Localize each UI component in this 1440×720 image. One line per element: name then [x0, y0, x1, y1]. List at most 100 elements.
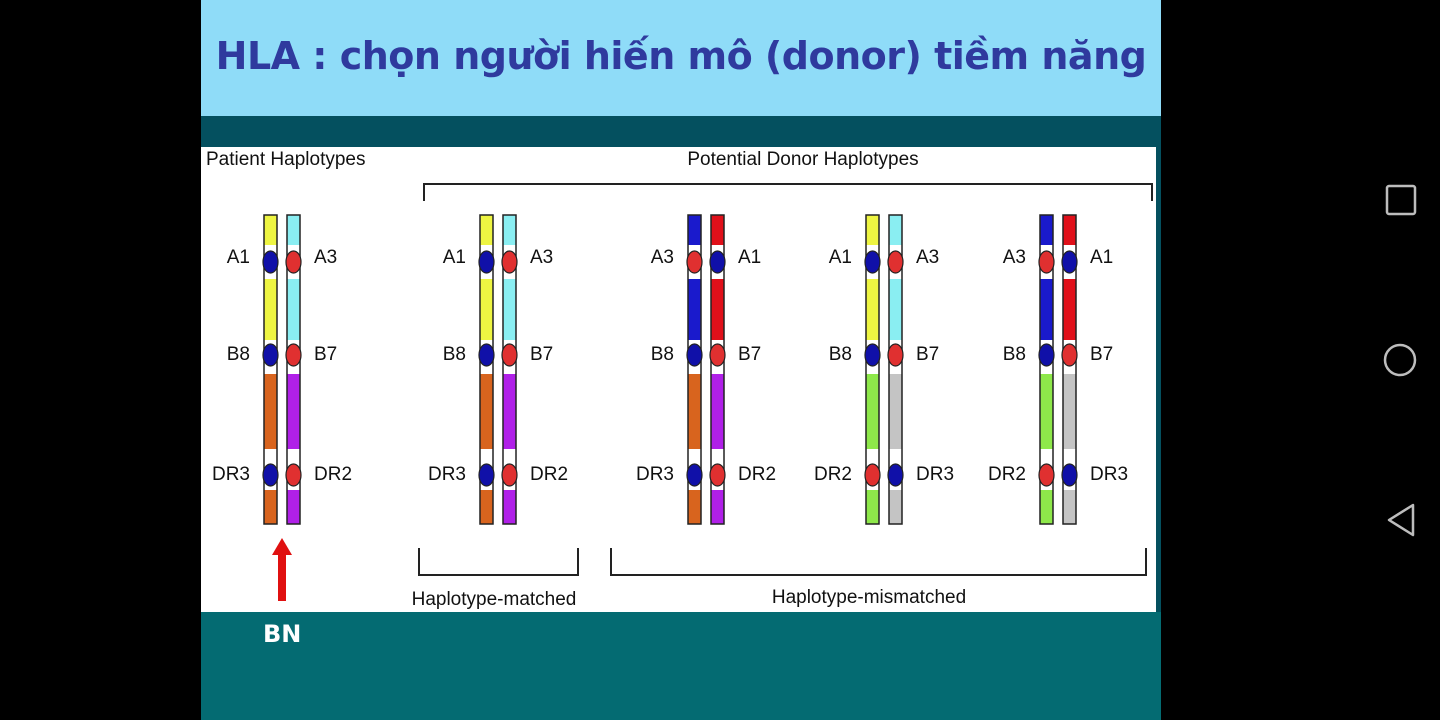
locus-marker: [501, 343, 518, 367]
home-icon: [1383, 343, 1417, 377]
back-button[interactable]: [1381, 500, 1421, 540]
locus-marker: [478, 463, 495, 487]
allele-label-left: DR3: [428, 464, 466, 485]
allele-label-left: DR3: [636, 464, 674, 485]
locus-marker: [864, 463, 881, 487]
locus-marker: [501, 463, 518, 487]
chromosome-segment: [711, 279, 724, 340]
locus-marker: [478, 250, 495, 274]
chromosome-outline: [865, 214, 880, 525]
patient-label: BN: [263, 620, 302, 648]
home-button[interactable]: [1380, 340, 1420, 380]
locus-marker: [262, 343, 279, 367]
donor-heading: Potential Donor Haplotypes: [687, 149, 918, 170]
chromosome-outline: [888, 214, 903, 525]
patient-heading: Patient Haplotypes: [206, 149, 366, 170]
chromosome-segment: [1040, 374, 1053, 449]
recent-apps-icon: [1385, 184, 1417, 216]
locus-marker: [887, 250, 904, 274]
locus-marker: [709, 463, 726, 487]
haplotype-diagram: Patient Haplotypes Potential Donor Haplo…: [206, 149, 1153, 610]
allele-label-right: DR2: [530, 464, 568, 485]
android-nav-bar: [1161, 0, 1440, 720]
chromosome-segment: [866, 374, 879, 449]
allele-label-right: B7: [738, 344, 761, 365]
chromosome-segment: [1063, 490, 1076, 524]
chromosome-pair-1: A1 B8 DR3 A3 B7 DR2: [212, 214, 352, 525]
chromosome-outline: [687, 214, 702, 525]
slide-title: HLA : chọn người hiến mô (donor) tiềm nă…: [215, 34, 1147, 78]
chromosome-segment: [503, 279, 516, 340]
allele-label-right: A1: [738, 247, 761, 268]
chromosome-segment: [688, 215, 701, 245]
chromosome-segment: [688, 279, 701, 340]
lower-band: [201, 612, 1161, 720]
chromosome-segment: [503, 215, 516, 245]
allele-label-left: A1: [829, 247, 852, 268]
chromosome-segment: [688, 490, 701, 524]
allele-label-left: A1: [227, 247, 250, 268]
chromosome-outline: [263, 214, 278, 525]
chromosome-segment: [1040, 490, 1053, 524]
locus-marker: [1061, 250, 1078, 274]
allele-label-left: B8: [443, 344, 466, 365]
chromosome-segment: [866, 215, 879, 245]
chromosome-segment: [711, 374, 724, 449]
chromosome-segment: [889, 215, 902, 245]
title-bar: HLA : chọn người hiến mô (donor) tiềm nă…: [201, 0, 1161, 116]
donor-bracket: [423, 183, 1153, 201]
locus-marker: [285, 463, 302, 487]
chromosome-segment: [1063, 279, 1076, 340]
allele-label-right: DR2: [314, 464, 352, 485]
locus-marker: [864, 343, 881, 367]
mismatched-bracket: [610, 548, 1147, 576]
patient-arrow: [272, 538, 292, 601]
locus-marker: [262, 250, 279, 274]
chromosome-segment: [264, 490, 277, 524]
chromosome-pair-3: A3 B8 DR3 A1 B7 DR2: [636, 214, 776, 525]
chromosome-segment: [1063, 215, 1076, 245]
chromosome-segment: [480, 215, 493, 245]
locus-marker: [1038, 250, 1055, 274]
chromosome-pairs: A1 B8 DR3 A3 B7 DR2 A1 B8 DR3 A3 B7 DR2 A3 B8 DR3 A1 B7 D…: [212, 214, 1128, 525]
locus-marker: [285, 343, 302, 367]
allele-label-right: A3: [916, 247, 939, 268]
chromosome-segment: [264, 215, 277, 245]
chromosome-outline: [502, 214, 517, 525]
allele-label-right: B7: [530, 344, 553, 365]
chromosome-segment: [503, 374, 516, 449]
chromosome-segment: [480, 279, 493, 340]
allele-label-right: B7: [1090, 344, 1113, 365]
locus-marker: [864, 250, 881, 274]
chromosome-pair-2: A1 B8 DR3 A3 B7 DR2: [428, 214, 568, 525]
allele-label-left: DR3: [212, 464, 250, 485]
allele-label-left: DR2: [988, 464, 1026, 485]
allele-label-left: B8: [227, 344, 250, 365]
allele-label-right: A3: [530, 247, 553, 268]
chromosome-outline: [710, 214, 725, 525]
allele-label-left: A3: [1003, 247, 1026, 268]
chromosome-outline: [1039, 214, 1054, 525]
chromosome-segment: [287, 374, 300, 449]
chromosome-segment: [480, 374, 493, 449]
allele-label-right: DR2: [738, 464, 776, 485]
allele-label-left: B8: [1003, 344, 1026, 365]
chromosome-segment: [1040, 215, 1053, 245]
chromosome-segment: [889, 279, 902, 340]
allele-label-right: B7: [916, 344, 939, 365]
chromosome-outline: [1062, 214, 1077, 525]
slide: HLA : chọn người hiến mô (donor) tiềm nă…: [201, 0, 1161, 720]
locus-marker: [887, 463, 904, 487]
allele-label-left: B8: [829, 344, 852, 365]
chromosome-segment: [1063, 374, 1076, 449]
allele-label-right: B7: [314, 344, 337, 365]
recent-apps-button[interactable]: [1381, 180, 1421, 220]
allele-label-left: B8: [651, 344, 674, 365]
chromosome-segment: [866, 279, 879, 340]
chromosome-segment: [264, 279, 277, 340]
allele-label-left: DR2: [814, 464, 852, 485]
chromosome-outline: [479, 214, 494, 525]
chromosome-segment: [866, 490, 879, 524]
mismatched-label: Haplotype-mismatched: [772, 587, 966, 608]
chromosome-segment: [711, 490, 724, 524]
